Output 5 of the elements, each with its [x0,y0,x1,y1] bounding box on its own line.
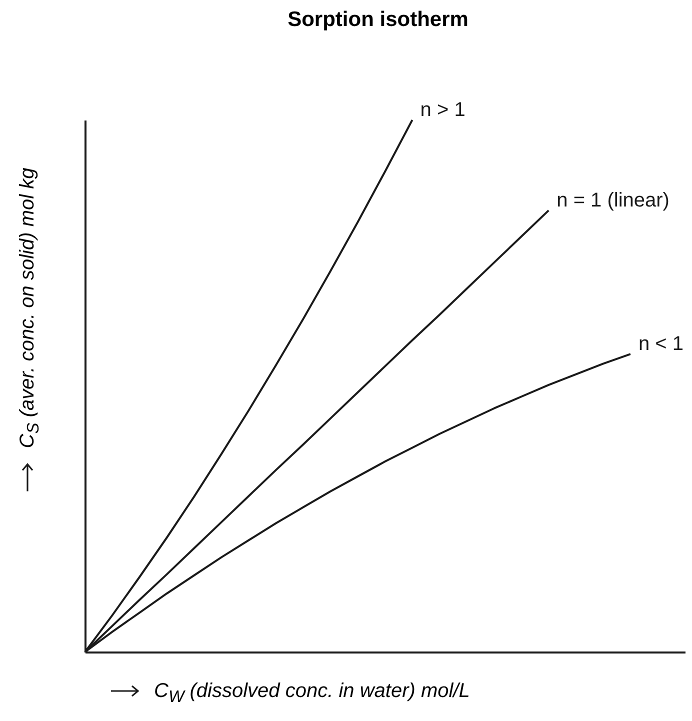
series-label: n > 1 [420,99,466,121]
series-label: n = 1 (linear) [556,189,670,212]
series-label: n < 1 [638,333,684,356]
chart-title: Sorption isotherm [286,8,470,32]
x-axis-title: C$_{W}$ (dissolved conc. in water) mol/L [153,680,470,707]
